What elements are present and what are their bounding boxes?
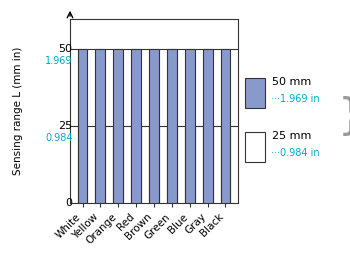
Bar	[167, 49, 177, 202]
Text: ···1.969 in: ···1.969 in	[271, 93, 319, 104]
Text: 25 mm: 25 mm	[272, 131, 312, 141]
Text: 0.984: 0.984	[45, 133, 73, 143]
Bar	[149, 126, 159, 202]
Text: 0: 0	[66, 197, 73, 208]
Bar	[167, 126, 177, 202]
Bar	[220, 126, 230, 202]
Bar	[220, 49, 230, 202]
Bar	[131, 49, 141, 202]
Text: }: }	[338, 96, 350, 139]
Bar	[131, 126, 141, 202]
Text: 25: 25	[58, 121, 73, 131]
Text: 1.969: 1.969	[45, 56, 73, 66]
Bar	[78, 126, 88, 202]
Bar	[78, 49, 88, 202]
Bar	[113, 49, 123, 202]
Bar	[96, 126, 105, 202]
Bar	[203, 49, 212, 202]
Bar	[96, 49, 105, 202]
Text: 50 mm: 50 mm	[272, 77, 312, 87]
Bar	[185, 49, 195, 202]
Bar	[185, 126, 195, 202]
Bar	[203, 126, 212, 202]
Bar	[113, 126, 123, 202]
Bar	[149, 49, 159, 202]
Text: ···0.984 in: ···0.984 in	[271, 147, 319, 158]
Y-axis label: Sensing range L (mm in): Sensing range L (mm in)	[13, 46, 23, 175]
Text: 50: 50	[59, 45, 73, 55]
